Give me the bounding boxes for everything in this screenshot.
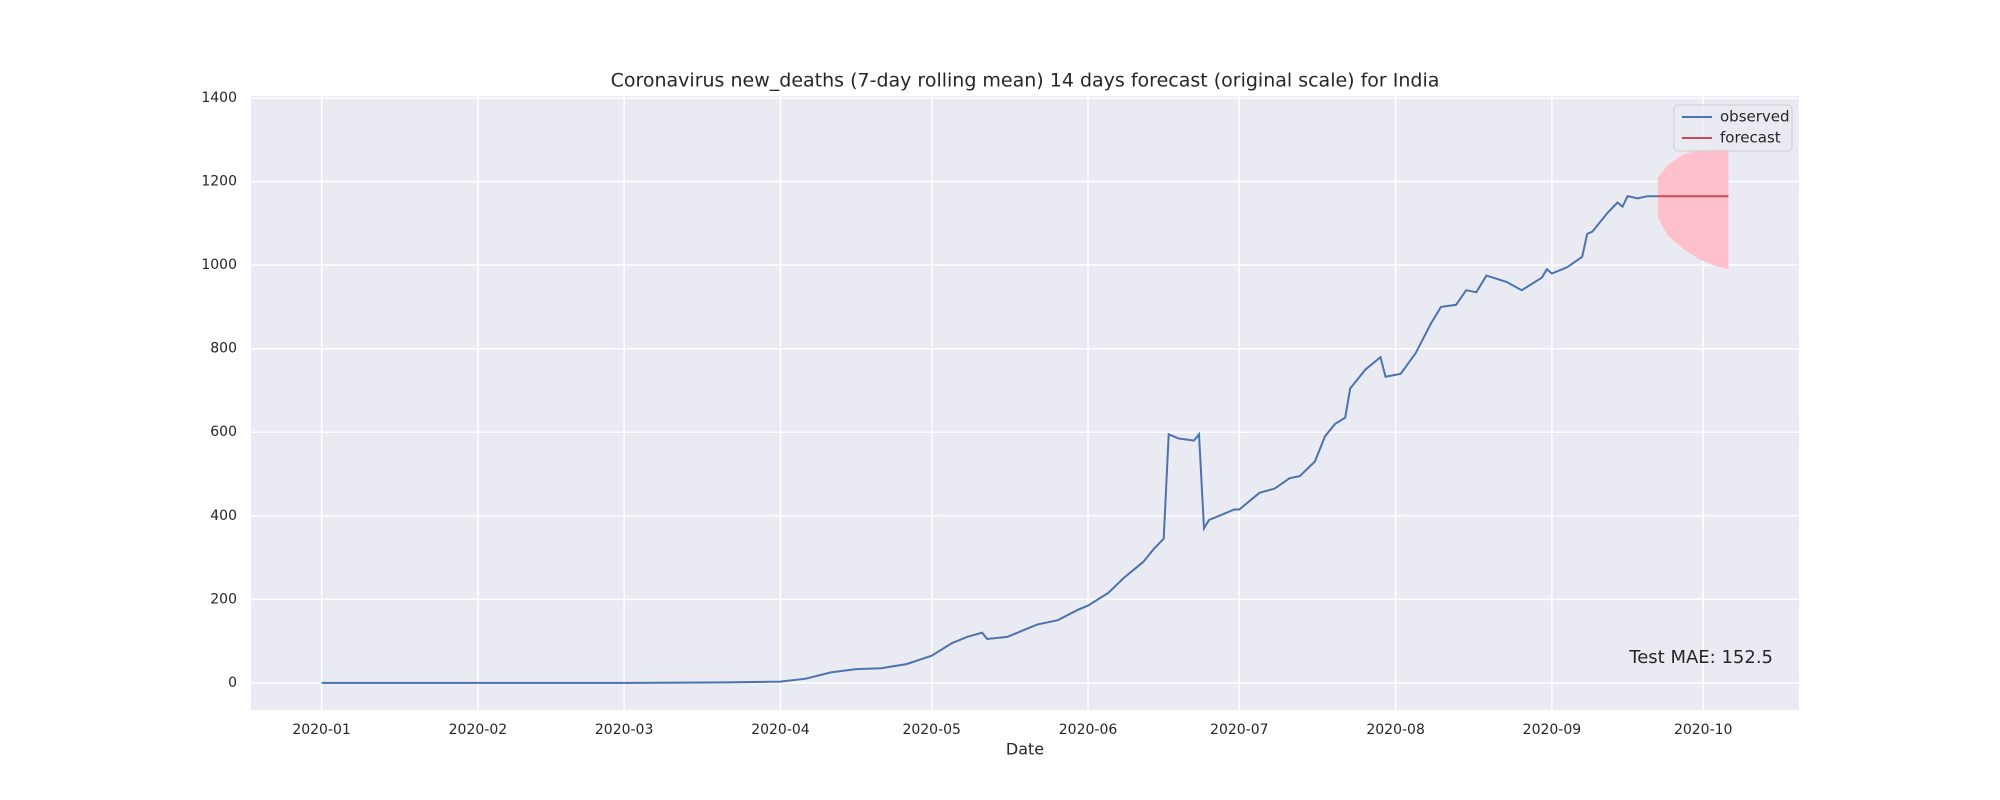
y-tick-label: 800 — [210, 341, 237, 357]
y-tick-label: 200 — [210, 591, 237, 607]
plot-area — [251, 96, 1799, 710]
x-tick-label: 2020-09 — [1523, 722, 1582, 738]
legend-label: observed — [1720, 108, 1790, 126]
y-tick-label: 1200 — [201, 174, 237, 190]
x-tick-label: 2020-02 — [449, 722, 508, 738]
x-tick-label: 2020-01 — [292, 722, 351, 738]
x-tick-label: 2020-06 — [1059, 722, 1118, 738]
confidence-band — [1657, 148, 1729, 270]
x-tick-label: 2020-08 — [1366, 722, 1425, 738]
x-axis-label: Date — [1006, 740, 1044, 759]
y-tick-label: 400 — [210, 508, 237, 524]
y-tick-label: 600 — [210, 424, 237, 440]
legend-label: forecast — [1720, 129, 1781, 147]
y-tick-label: 1400 — [201, 90, 237, 106]
x-tick-label: 2020-04 — [751, 722, 810, 738]
series-line — [321, 195, 1658, 684]
annotation: Test MAE: 152.5 — [1628, 647, 1773, 668]
y-tick-label: 1000 — [201, 257, 237, 273]
x-tick-label: 2020-10 — [1674, 722, 1733, 738]
y-tick-label: 0 — [228, 675, 237, 691]
chart-title: Coronavirus new_deaths (7-day rolling me… — [611, 70, 1440, 92]
x-tick-label: 2020-07 — [1210, 722, 1269, 738]
x-tick-label: 2020-05 — [902, 722, 961, 738]
x-tick-label: 2020-03 — [595, 722, 654, 738]
